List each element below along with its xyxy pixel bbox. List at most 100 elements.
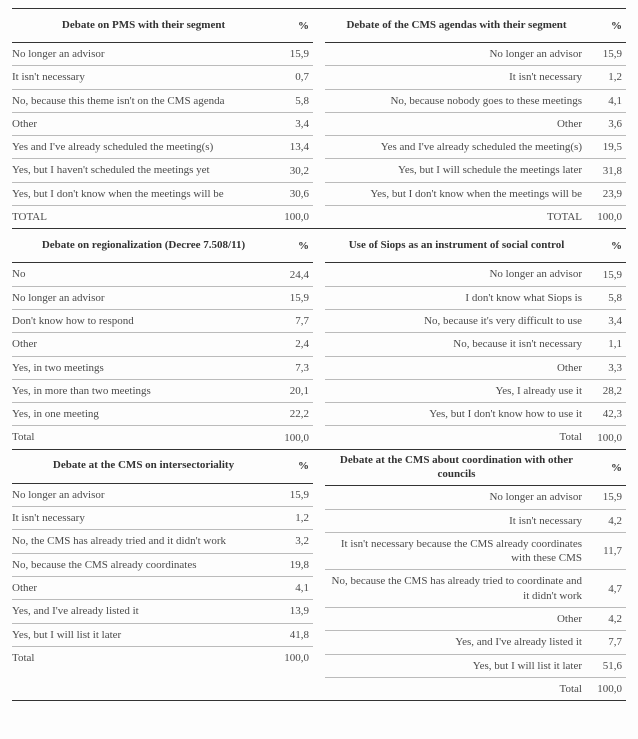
percent-header: % [275,460,313,472]
row-value: 31,8 [588,165,626,177]
table-row: Yes, in more than two meetings20,1 [12,380,313,403]
table-row: Yes, in two meetings7,3 [12,357,313,380]
row-value: 1,2 [275,512,313,524]
row-value: 13,9 [275,605,313,617]
row-label: It isn't necessary [325,70,588,84]
table-row: No, the CMS has already tried and it did… [12,530,313,553]
table-title: Debate of the CMS agendas with their seg… [325,19,588,33]
row-value: 30,2 [275,165,313,177]
row-label: No longer an advisor [325,490,588,504]
table-header: Debate at the CMS on intersectoriality% [12,450,313,484]
row-label: It isn't necessary [12,70,275,84]
table-header: Debate at the CMS about coordination wit… [325,450,626,487]
row-value: 15,9 [588,48,626,60]
row-label: Other [12,117,275,131]
row-value: 3,4 [588,315,626,327]
table-block: Debate on PMS with their segment%No long… [12,8,626,229]
row-value: 3,4 [275,118,313,130]
row-label: Yes, in two meetings [12,361,275,375]
row-label: Yes, and I've already listed it [12,604,275,618]
row-value: 42,3 [588,408,626,420]
row-label: Yes, but I haven't scheduled the meeting… [12,163,275,177]
row-label: No, because the CMS has already tried to… [325,574,588,603]
table-row: Don't know how to respond7,7 [12,310,313,333]
percent-header: % [588,240,626,252]
percent-header: % [588,20,626,32]
row-label: No, the CMS has already tried and it did… [12,534,275,548]
row-value: 7,7 [588,636,626,648]
table-half-right: Use of Siops as an instrument of social … [319,229,626,448]
table-row: Yes, I already use it28,2 [325,380,626,403]
table-row: It isn't necessary0,7 [12,66,313,89]
table-row: No longer an advisor15,9 [12,287,313,310]
table-row: Yes, and I've already listed it7,7 [325,631,626,654]
table-row: Yes, but I don't know how to use it42,3 [325,403,626,426]
row-value: 15,9 [588,491,626,503]
row-label: TOTAL [325,210,588,224]
table-row: No, because it's very difficult to use3,… [325,310,626,333]
row-label: I don't know what Siops is [325,291,588,305]
row-label: No, because this theme isn't on the CMS … [12,94,275,108]
table-half-left: Debate on PMS with their segment%No long… [12,9,319,228]
row-label: It isn't necessary [325,514,588,528]
row-value: 5,8 [275,95,313,107]
table-row: Total100,0 [325,426,626,448]
table-row: Total100,0 [325,678,626,700]
row-value: 100,0 [588,211,626,223]
table-row: Other4,1 [12,577,313,600]
table-half-left: Debate on regionalization (Decree 7.508/… [12,229,319,448]
row-value: 24,4 [275,269,313,281]
table-row: Other4,2 [325,608,626,631]
row-value: 100,0 [588,432,626,444]
row-label: Don't know how to respond [12,314,275,328]
table-row: It isn't necessary4,2 [325,510,626,533]
table-row: No, because the CMS has already tried to… [325,570,626,608]
row-value: 1,2 [588,71,626,83]
table-row: It isn't necessary because the CMS alrea… [325,533,626,571]
row-label: No longer an advisor [325,267,588,281]
table-header: Debate on regionalization (Decree 7.508/… [12,229,313,263]
table-row: Total100,0 [12,426,313,448]
row-value: 7,3 [275,362,313,374]
row-value: 100,0 [275,211,313,223]
row-label: No, because it's very difficult to use [325,314,588,328]
table-title: Debate at the CMS about coordination wit… [325,454,588,482]
row-value: 4,2 [588,613,626,625]
table-row: No longer an advisor15,9 [12,43,313,66]
row-value: 7,7 [275,315,313,327]
table-title: Debate on regionalization (Decree 7.508/… [12,239,275,253]
row-label: Yes and I've already scheduled the meeti… [12,140,275,154]
percent-header: % [275,240,313,252]
row-label: Total [325,682,588,696]
row-label: Other [325,361,588,375]
row-label: Yes, and I've already listed it [325,635,588,649]
table-row: I don't know what Siops is5,8 [325,287,626,310]
row-value: 4,2 [588,515,626,527]
table-row: Yes, but I don't know when the meetings … [12,183,313,206]
table-half-left: Debate at the CMS on intersectoriality% N… [12,450,319,700]
table-row: No, because nobody goes to these meeting… [325,90,626,113]
row-value: 13,4 [275,141,313,153]
row-value: 28,2 [588,385,626,397]
row-label: Total [12,651,275,665]
row-label: Yes, but I don't know when the meetings … [325,187,588,201]
row-label: No longer an advisor [325,47,588,61]
row-label: No, because the CMS already coordinates [12,558,275,572]
table-row: Yes and I've already scheduled the meeti… [12,136,313,159]
row-value: 3,2 [275,535,313,547]
row-label: Other [12,581,275,595]
row-label: Other [325,612,588,626]
row-label: Yes, but I don't know when the meetings … [12,187,275,201]
table-header: Debate on PMS with their segment% [12,9,313,43]
row-value: 30,6 [275,188,313,200]
row-value: 4,1 [588,95,626,107]
row-label: Yes, but I will schedule the meetings la… [325,163,588,177]
row-label: Yes, I already use it [325,384,588,398]
row-label: It isn't necessary because the CMS alrea… [325,537,588,566]
percent-header: % [588,462,626,474]
row-label: No, because nobody goes to these meeting… [325,94,588,108]
table-half-right: Debate of the CMS agendas with their seg… [319,9,626,228]
table-block: Debate at the CMS on intersectoriality% N… [12,450,626,701]
table-row: TOTAL100,0 [325,206,626,228]
row-value: 11,7 [588,545,626,557]
